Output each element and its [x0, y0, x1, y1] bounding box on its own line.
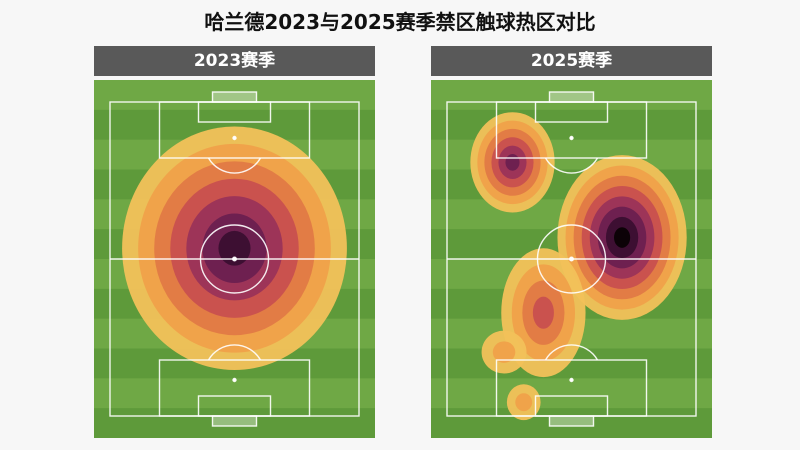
- top-goal: [211, 91, 258, 103]
- heatmap-2023: [94, 80, 375, 438]
- heat-contour: [492, 341, 516, 363]
- chart-title: 哈兰德2023与2025赛季禁区触球热区对比: [204, 10, 596, 34]
- pitch-lines: [446, 91, 697, 427]
- panel-title-2023: 2023赛季: [94, 46, 375, 76]
- grass-stripe: [431, 378, 712, 409]
- heat-contour: [218, 230, 251, 266]
- top-goal: [548, 91, 595, 103]
- bottom-penalty-spot: [232, 377, 237, 383]
- top-penalty-spot: [232, 135, 237, 141]
- heat-contour: [532, 296, 554, 329]
- grass-stripe: [431, 408, 712, 438]
- grass-stripe: [94, 378, 375, 409]
- pitch-2023: [94, 80, 375, 438]
- bottom-penalty-spot: [569, 377, 574, 383]
- bottom-penalty-arc: [544, 344, 599, 361]
- top-penalty-arc: [544, 157, 599, 174]
- grass-stripe: [431, 80, 712, 111]
- center-spot: [231, 256, 237, 262]
- heat-contour: [614, 227, 631, 248]
- grass-stripe: [94, 408, 375, 438]
- heat-layer: [470, 112, 687, 421]
- heat-contour: [505, 153, 520, 171]
- top-penalty-arc: [207, 157, 262, 174]
- top-penalty-spot: [569, 135, 574, 141]
- pitch-lines: [109, 91, 360, 427]
- center-circle: [199, 224, 270, 294]
- heatmap-2025: [431, 80, 712, 438]
- center-spot: [568, 256, 574, 262]
- heat-layer: [122, 126, 347, 370]
- panel-title-2025: 2025赛季: [431, 46, 712, 76]
- center-circle: [536, 224, 607, 294]
- pitch-2025: [431, 80, 712, 438]
- heat-contour: [515, 393, 533, 412]
- bottom-goal: [211, 415, 258, 427]
- grass-stripe: [431, 109, 712, 141]
- bottom-goal: [548, 415, 595, 427]
- grass-stripe: [94, 80, 375, 111]
- bottom-penalty-arc: [207, 344, 262, 361]
